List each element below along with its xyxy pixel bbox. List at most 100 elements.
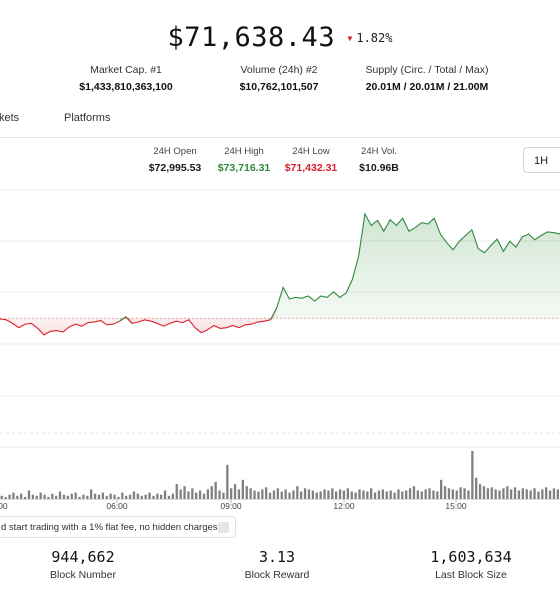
metric-value: 1,603,634 (430, 548, 512, 566)
volume-bar (16, 495, 19, 499)
volume-bar (62, 494, 66, 499)
x-tick-label: 15:00 (445, 501, 467, 511)
volume-bar (257, 491, 260, 499)
volume-bar (125, 495, 128, 499)
tab-markets[interactable]: kets (0, 112, 20, 124)
volume-bar (218, 490, 221, 499)
stat-value: 20.01M / 20.01M / 21.00M (365, 81, 489, 93)
volume-bar (373, 492, 377, 499)
volume-bar (459, 487, 462, 499)
volume-bar (482, 486, 486, 499)
high-cell: 24H High $73,716.31 (204, 146, 284, 174)
volume-bar (506, 486, 509, 499)
volume-bar (346, 488, 349, 499)
ohlc-label: 24H Low (292, 146, 330, 157)
block-size-metric: 1,603,634 Last Block Size (391, 548, 551, 581)
metric-label: Last Block Size (435, 569, 507, 581)
tab-divider (0, 137, 560, 138)
block-number-metric: 944,662 Block Number (3, 548, 163, 581)
volume-bar (58, 491, 62, 499)
volume-bar (171, 493, 174, 499)
volume-bar (288, 492, 291, 499)
volume-bar (552, 488, 556, 499)
volume-bar (20, 493, 23, 499)
volume-bar (117, 496, 120, 499)
volume-stat: Volume (24h) #2 $10,762,101,507 (194, 64, 364, 93)
volume-bar (397, 489, 400, 499)
volume-bar (175, 484, 178, 499)
volume-bar (23, 496, 27, 499)
volume-bar (541, 489, 544, 499)
volume-bar (424, 489, 427, 499)
price-change: ▼ 1.82% (348, 31, 393, 45)
low-cell: 24H Low $71,432.31 (271, 146, 351, 174)
volume-bar (90, 489, 93, 499)
volume-bar (78, 496, 81, 499)
ohlc-value: $10.96B (359, 162, 399, 174)
price-change-value: 1.82% (356, 31, 393, 45)
volume-bar (525, 489, 528, 499)
volume-bar (486, 488, 489, 499)
volume-bar (517, 490, 521, 499)
volume-bar (319, 491, 322, 499)
volume-bar (191, 488, 194, 499)
volume-bar (467, 490, 470, 499)
volume-bar (350, 491, 353, 499)
volume-bar (237, 489, 241, 499)
volume-bar (494, 489, 497, 499)
volume-bar (331, 488, 334, 499)
tab-platforms[interactable]: Platforms (64, 112, 111, 124)
volume-bar (296, 486, 299, 499)
volume-bar (97, 494, 101, 499)
volume-bar (370, 488, 373, 499)
volume-bar (432, 490, 435, 499)
current-price: $71,638.43 (167, 22, 336, 53)
volume-bar (420, 491, 423, 499)
timeframe-1h-button[interactable]: 1H (523, 147, 560, 173)
volume-bar (8, 494, 11, 499)
volume-bar (401, 491, 404, 499)
volume-bar (148, 492, 151, 499)
volume-bar (35, 495, 38, 499)
open-cell: 24H Open $72,995.53 (135, 146, 215, 174)
stat-label: Market Cap. #1 (90, 64, 162, 76)
volume-bar (545, 487, 548, 499)
stat-label: Supply (Circ. / Total / Max) (365, 64, 489, 76)
volume-bar (113, 494, 116, 499)
volume-bar (327, 490, 330, 499)
volume-bar (548, 490, 552, 499)
volume-bar (393, 492, 396, 499)
volume-bar (416, 490, 419, 499)
down-arrow-icon: ▼ (347, 34, 353, 43)
volume-bar (292, 490, 295, 499)
trading-notice: d start trading with a 1% flat fee, no h… (0, 516, 236, 538)
stat-value: $1,433,810,363,100 (79, 81, 173, 93)
volume-bar (451, 489, 454, 499)
volume-bar (303, 488, 307, 499)
volume-bar (206, 489, 209, 499)
volume-bar (529, 490, 532, 499)
volume-bar (276, 488, 279, 499)
volume-bar (498, 490, 501, 499)
ohlc-label: 24H Open (153, 146, 197, 157)
volume-bar (455, 490, 458, 499)
ohlc-value: $71,432.31 (284, 162, 338, 174)
ohlc-label: 24H Vol. (361, 146, 397, 157)
ohlc-value: $73,716.31 (217, 162, 271, 174)
volume-bar (160, 494, 163, 499)
volume-bar (93, 493, 97, 499)
volume-bar (86, 495, 89, 499)
volume-bar (428, 488, 431, 499)
close-icon[interactable] (218, 522, 229, 533)
volume-bar (12, 492, 15, 499)
metric-value: 944,662 (51, 548, 115, 566)
volume-bar (381, 489, 384, 499)
x-tick-label: 03:00 (0, 501, 8, 511)
volume-bar (533, 488, 536, 499)
volume-bar (490, 487, 493, 499)
volume-bar (70, 493, 73, 499)
volume-bar (471, 451, 474, 499)
x-tick-label: 06:00 (106, 501, 128, 511)
volume-bar (521, 488, 524, 499)
